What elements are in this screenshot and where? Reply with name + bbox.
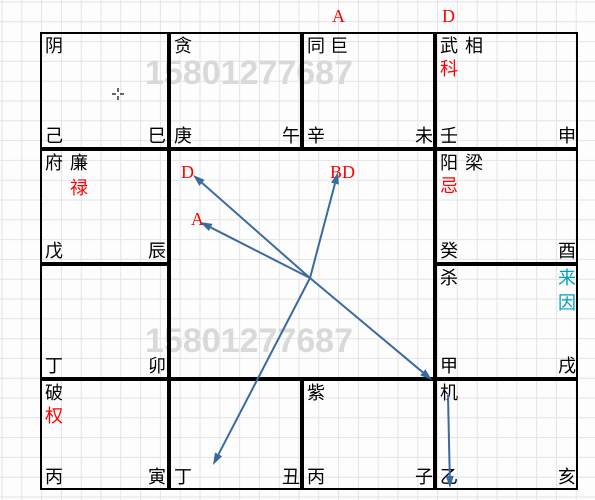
cell-text: 子 <box>415 468 433 486</box>
cell-text: 甲 <box>440 357 458 375</box>
cell-text: 己 <box>45 127 63 145</box>
cell-text: 巳 <box>148 127 166 145</box>
cell-text: 机 <box>440 384 458 402</box>
cell-text: 辰 <box>148 242 166 260</box>
arrow-label: BD <box>330 163 355 181</box>
cell-text: 戌 <box>558 357 576 375</box>
cell-text: 丙 <box>45 468 63 486</box>
cell-text: 因 <box>558 294 576 312</box>
cell-text: 丁 <box>174 468 192 486</box>
cell-text: 贪 <box>174 37 192 55</box>
cell-text: 丙 <box>307 468 325 486</box>
cell-text: 武 <box>440 37 458 55</box>
cell-text: 乙 <box>440 468 458 486</box>
cell-cursor <box>111 87 125 101</box>
cell-text: 丁 <box>45 357 63 375</box>
cell-text: 来 <box>558 269 576 287</box>
cell-text: 酉 <box>558 242 576 260</box>
cell-text: 寅 <box>148 468 166 486</box>
cell-text: 破 <box>45 384 63 402</box>
cell-text: 未 <box>415 127 433 145</box>
cell-text: 辛 <box>307 127 325 145</box>
cell-text: 科 <box>440 60 458 78</box>
cell-text: 癸 <box>440 242 458 260</box>
cell-text: 亥 <box>558 468 576 486</box>
cell-text: 杀 <box>440 269 458 287</box>
cell-text: 紫 <box>307 384 325 402</box>
cell-text: A <box>332 7 345 25</box>
cell-text: 权 <box>45 407 63 425</box>
cell-text: 庚 <box>174 127 192 145</box>
arrow-label: D <box>181 163 194 181</box>
cell-text: 廉 <box>70 154 88 172</box>
cell-text: 梁 <box>465 154 483 172</box>
cell-text: D <box>442 7 455 25</box>
cell-text: 壬 <box>440 127 458 145</box>
cell-text: 府 <box>45 154 63 172</box>
cell-text: 阴 <box>45 37 63 55</box>
cell-text: 阳 <box>440 154 458 172</box>
cell-text: 申 <box>558 127 576 145</box>
cell-text: 戊 <box>45 242 63 260</box>
cell-text: 午 <box>282 127 300 145</box>
cell-text: 巨 <box>330 37 348 55</box>
cell-text: 禄 <box>70 179 88 197</box>
cell-text: 卯 <box>148 357 166 375</box>
cell-text: 忌 <box>440 177 458 195</box>
arrow-label: A <box>191 210 204 228</box>
center-box <box>169 149 435 379</box>
cell-text: 相 <box>465 37 483 55</box>
cell-text: 同 <box>307 37 325 55</box>
cell-text: 丑 <box>282 468 300 486</box>
